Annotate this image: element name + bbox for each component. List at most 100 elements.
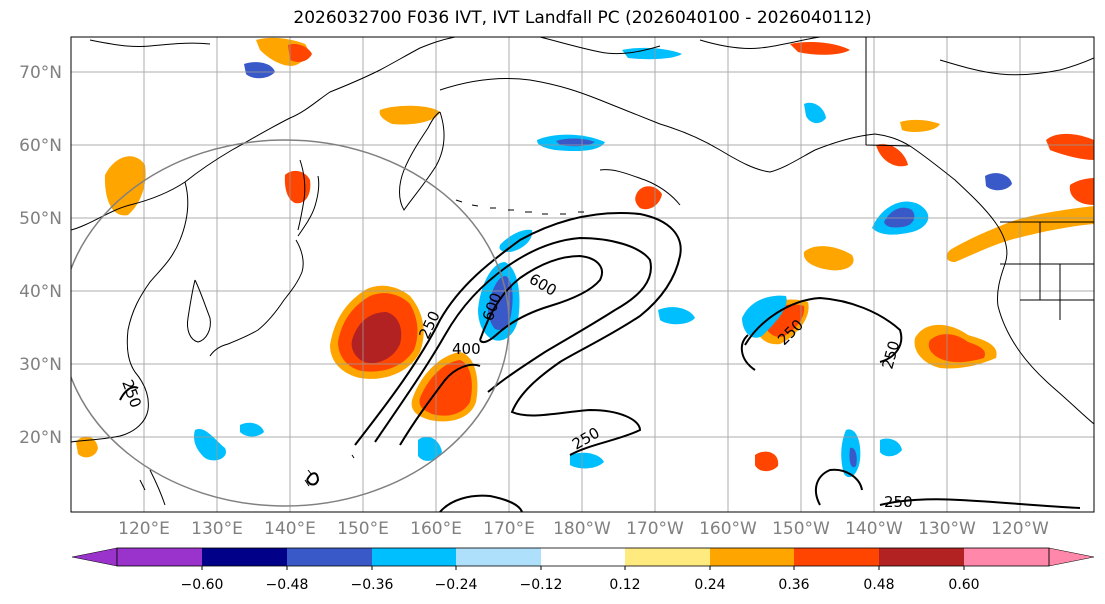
asia-coastline (71, 181, 189, 443)
colorbar-tick-label: 0.48 (863, 577, 894, 593)
positive-anomaly-region (76, 436, 98, 458)
colorbar-segment (456, 548, 541, 566)
lon-label: 150°E (337, 519, 389, 539)
strong-positive-anomaly-region (351, 312, 402, 364)
ivt-contour-250 (119, 386, 139, 401)
korea-coastline (187, 279, 211, 343)
negative-anomaly-region (240, 422, 264, 437)
border-lines (865, 37, 1094, 320)
kamchatka-coastline (399, 111, 445, 211)
positive-anomaly-region (288, 44, 312, 62)
pacific-islands (139, 454, 355, 506)
lat-label: 40°N (19, 282, 62, 302)
asia-coastline (71, 37, 456, 231)
lon-label: 120°E (118, 519, 170, 539)
colorbar-tick-label: 0.12 (609, 577, 640, 593)
contour-label: 400 (452, 340, 481, 358)
colorbar-tick-label: −0.36 (351, 577, 394, 593)
lon-label: 170°W (626, 519, 684, 539)
lon-label: 120°W (991, 519, 1049, 539)
positive-anomaly-region (876, 143, 908, 167)
ivt-contour-250 (744, 296, 903, 363)
colorbar-max-extend (1048, 547, 1095, 567)
ivt-contour-400 (374, 236, 652, 443)
lon-label: 140°E (264, 519, 316, 539)
colorbar-segment (372, 548, 456, 566)
negative-anomaly-region (556, 138, 595, 147)
colorbar-tick-label: −0.48 (266, 577, 309, 593)
colorbar-segment (117, 548, 202, 566)
negative-anomaly-region (570, 452, 604, 469)
positive-anomaly-region (104, 156, 146, 216)
positive-anomaly-region (755, 451, 779, 472)
colorbar-tick-label: −0.12 (520, 577, 563, 593)
lat-label: 20°N (19, 428, 62, 448)
lon-label: 140°W (845, 519, 903, 539)
aleutian-islands (455, 199, 584, 215)
ivt-contour-250 (354, 212, 682, 456)
positive-anomaly-region (900, 119, 940, 132)
contour-label: 250 (884, 493, 913, 511)
map-title: 2026032700 F036 IVT, IVT Landfall PC (20… (293, 8, 872, 28)
positive-anomaly-region (790, 42, 850, 55)
lon-label: 130°W (918, 519, 976, 539)
colorbar: −0.60 −0.48 −0.36 −0.24 −0.12 0.12 0.24 … (71, 547, 1095, 593)
negative-anomaly-region (658, 307, 695, 325)
lat-label: 30°N (19, 355, 62, 375)
colorbar-segment (710, 548, 794, 566)
alaska-coastline (439, 78, 911, 173)
colorbar-segment (202, 548, 287, 566)
negative-anomaly-region (742, 295, 787, 338)
positive-anomaly-region (1046, 133, 1094, 160)
positive-anomaly-region (379, 105, 440, 125)
ivt-contour-250 (814, 468, 863, 506)
ivt-contour-250 (740, 334, 756, 371)
colorbar-tick-label: 0.36 (778, 577, 809, 593)
negative-anomaly-region (499, 229, 533, 252)
japan-coastline (209, 239, 304, 357)
colorbar-segment (287, 548, 372, 566)
colorbar-segment (964, 548, 1049, 566)
negative-anomaly-region (488, 275, 513, 330)
lat-labels: 70°N 60°N 50°N 40°N 30°N 20°N (19, 63, 62, 448)
region-circle (71, 139, 510, 507)
positive-anomaly-region (419, 360, 472, 416)
map-frame (70, 36, 1095, 513)
lon-label: 180°W (553, 519, 611, 539)
positive-anomaly-region (803, 246, 854, 271)
negative-anomaly-region (622, 47, 682, 60)
lon-label: 150°W (772, 519, 830, 539)
lon-label: 170°E (483, 519, 535, 539)
ivt-contour-250 (439, 494, 523, 512)
positive-anomaly-region (1069, 178, 1094, 205)
colorbar-segment (879, 548, 964, 566)
negative-anomaly-region (985, 173, 1012, 191)
colorbar-tick-label: 0.60 (948, 577, 979, 593)
lat-label: 70°N (19, 63, 62, 83)
lon-label: 130°E (191, 519, 243, 539)
lon-labels: 120°E 130°E 140°E 150°E 160°E 170°E 180°… (118, 519, 1049, 539)
alaska-coastline (599, 169, 681, 206)
ivt-contour-250 (879, 498, 1081, 509)
positive-anomaly-region (928, 334, 986, 363)
contour-labels: 250 400 600 600 250 250 250 250 250 (118, 270, 912, 511)
colorbar-min-extend (71, 547, 118, 567)
colorbar-segment (541, 548, 625, 566)
lon-label: 160°E (410, 519, 462, 539)
arctic-coastline (89, 39, 211, 47)
lon-label: 160°W (699, 519, 757, 539)
negative-anomaly-region (804, 102, 826, 124)
coastlines (71, 37, 1094, 506)
ivt-contour-250-inner (399, 363, 481, 446)
ivt-contour-600 (479, 254, 603, 344)
negative-anomaly-region (244, 62, 275, 79)
sakhalin-coastline (297, 159, 306, 231)
lat-label: 50°N (19, 209, 62, 229)
graticule (71, 37, 1094, 512)
colorbar-segment (794, 548, 879, 566)
negative-anomaly-region (849, 447, 857, 468)
colorbar-tick-label: −0.60 (181, 577, 224, 593)
negative-anomaly-region (880, 438, 902, 457)
colorbar-segment (625, 548, 710, 566)
